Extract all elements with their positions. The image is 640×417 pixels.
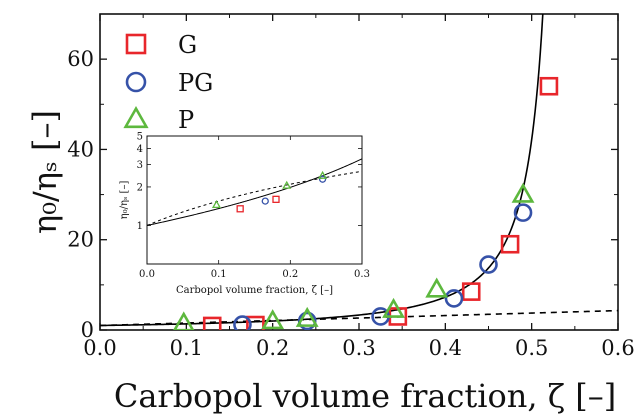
x-tick-label: 0.1 (170, 336, 203, 360)
inset-solid-curve (147, 158, 362, 226)
inset-plot: 0.0 0.1 0.2 0.3 1 2 3 45 Carbopol volume fractio… (119, 132, 370, 297)
inset-y-tick-label: 3 (137, 160, 143, 171)
inset-y-tick-label: 4 (137, 144, 143, 155)
data-point-g (539, 76, 559, 96)
data-markers (173, 76, 559, 330)
x-axis-label: Carbopol volume fraction, ζ [–] (114, 377, 616, 415)
inset-y-axis-label: η₀/ηₛ [–] (119, 181, 130, 220)
data-point-p (425, 277, 449, 298)
legend-label-p: P (178, 106, 194, 134)
inset-background (147, 136, 362, 264)
inset-data-point-g (272, 195, 280, 203)
data-point-p (295, 306, 319, 327)
inset-dashed-line (147, 170, 362, 226)
inset-x-tick-label: 0.1 (211, 269, 227, 280)
legend-marker-pg (125, 71, 147, 93)
y-axis-label: η₀/ηₛ [–] (26, 110, 64, 234)
data-point-p (261, 309, 285, 330)
dashed-model-line (100, 309, 618, 327)
inset-x-tick-label: 0.0 (139, 269, 155, 280)
legend: G PG P (123, 31, 213, 134)
inset-data-point-pg (318, 175, 327, 183)
inset-data-point-p (318, 170, 328, 179)
data-point-g (461, 282, 481, 301)
inset-x-tick-label: 0.2 (282, 269, 298, 280)
x-tick-label: 0.5 (515, 336, 548, 360)
x-tick-label: 0.3 (342, 336, 375, 360)
x-tick-label: 0.6 (601, 336, 634, 360)
inset-frame (146, 135, 363, 265)
data-point-pg (513, 203, 533, 222)
y-tick-label: 20 (67, 228, 94, 252)
y-tick-label: 40 (67, 137, 94, 161)
legend-label-pg: PG (178, 69, 213, 97)
inset-x-axis-label: Carbopol volume fraction, ζ [–] (176, 285, 333, 296)
data-point-pg (479, 255, 498, 274)
inset-y-tick-label: 2 (137, 182, 143, 193)
main-plot: 0.0 0.1 0.2 0.3 0.4 0.5 0.6 0 20 40 60 Carbopol vol… (26, 13, 635, 415)
data-point-p (511, 182, 535, 203)
inset-model-curves (147, 158, 362, 226)
inset-data-point-pg (261, 197, 269, 205)
y-tick-label: 60 (67, 47, 94, 71)
inset-y-tick-label: 1 (137, 221, 143, 232)
data-point-g (246, 315, 265, 330)
legend-label-g: G (178, 31, 197, 59)
data-point-p (173, 311, 195, 330)
x-tick-label: 0.0 (83, 336, 116, 360)
inset-data-point-p (211, 200, 222, 209)
inset-data-point-g (236, 205, 244, 213)
y-tick-label: 0 (81, 318, 94, 342)
data-point-g (500, 234, 520, 254)
x-tick-label: 0.4 (429, 336, 462, 360)
inset-data-point-p (282, 180, 292, 189)
legend-marker-p (123, 106, 149, 129)
inset-x-tick-label: 0.3 (354, 269, 370, 280)
data-point-pg (233, 315, 252, 330)
inset-y-tick-label: 5 (137, 132, 143, 143)
data-point-pg (444, 289, 464, 308)
data-point-p (382, 297, 405, 318)
legend-marker-g (125, 33, 147, 55)
data-point-g (202, 316, 222, 330)
x-tick-label: 0.2 (256, 336, 289, 360)
